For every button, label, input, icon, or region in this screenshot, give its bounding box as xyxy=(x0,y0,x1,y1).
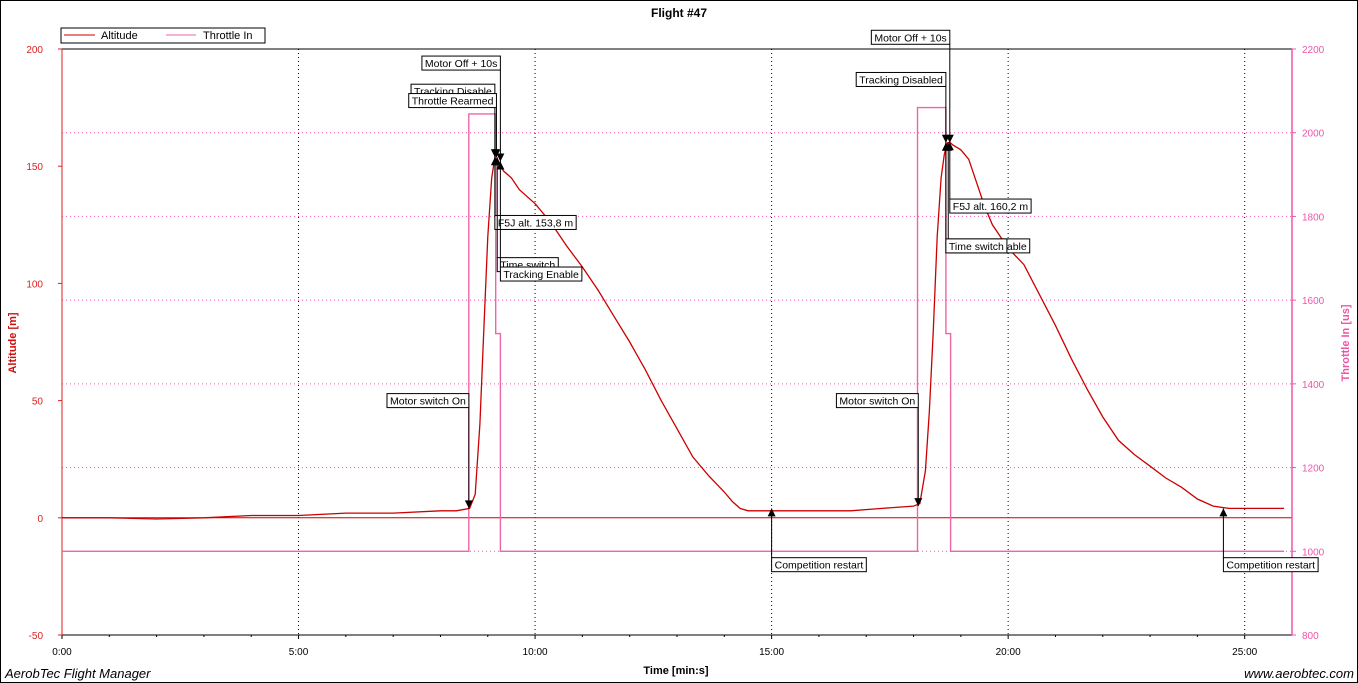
annotation-label: Tracking Disabled xyxy=(859,74,943,86)
annotation-label: Throttle Rearmed xyxy=(412,96,494,108)
y-right-tick-label: 800 xyxy=(1302,631,1319,642)
annotation: Motor switch On xyxy=(835,393,923,507)
y-axis-left-label: Altitude [m] xyxy=(7,312,19,373)
y-left-tick-label: 200 xyxy=(26,45,43,56)
annotation: Motor Off + 10s xyxy=(870,29,954,143)
annotation-arrow xyxy=(945,134,954,143)
annotation-box xyxy=(494,214,577,230)
annotation-box xyxy=(870,29,951,45)
annotation-label: Motor switch On xyxy=(390,396,466,408)
annotation: Competition restart xyxy=(1219,508,1319,573)
annotation-box xyxy=(386,393,470,409)
x-tick-label: 20:00 xyxy=(996,647,1021,658)
y-right-tick-label: 2200 xyxy=(1302,45,1325,56)
annotation-label: Competition restart xyxy=(775,560,864,572)
altitude-series-line xyxy=(62,141,1285,520)
annotation-box xyxy=(949,198,1032,214)
annotation-arrow xyxy=(492,149,501,158)
annotation-box xyxy=(945,238,1008,254)
annotation-arrow xyxy=(1219,508,1228,517)
annotation-label: Motor switch On xyxy=(839,396,915,408)
y-left-tick-label: 0 xyxy=(37,514,43,525)
y-right-tick-label: 1800 xyxy=(1302,212,1325,223)
x-tick-label: 10:00 xyxy=(523,647,548,658)
annotation-label: F5J alt. 153,8 m xyxy=(498,217,574,229)
legend-throttle-label: Throttle In xyxy=(203,30,253,42)
annotation: Throttle Rearmed xyxy=(408,93,501,158)
annotation-label: Motor Off + 10s xyxy=(425,58,497,70)
annotation: Motor switch On xyxy=(386,393,473,509)
series-layer xyxy=(62,106,1285,552)
annotation-box xyxy=(1222,557,1319,573)
annotation-arrow xyxy=(767,508,776,517)
legend-altitude-label: Altitude xyxy=(101,30,138,42)
y-right-tick-label: 2000 xyxy=(1302,129,1325,140)
legend: Altitude Throttle In xyxy=(60,27,266,44)
annotation: F5J alt. 153,8 m xyxy=(490,157,577,230)
y-right-tick-label: 1600 xyxy=(1302,296,1325,307)
annotation-arrow xyxy=(496,161,505,170)
x-tick-label: 5:00 xyxy=(289,647,309,658)
annotation-arrow xyxy=(493,157,502,166)
annotation-box xyxy=(499,266,583,282)
chart-title: Flight #47 xyxy=(651,6,707,20)
y-left-tick-label: 50 xyxy=(32,397,44,408)
annotation: Tracking Enable xyxy=(496,161,583,282)
y-right-tick-label: 1000 xyxy=(1302,547,1325,558)
y-axis-right-label: Throttle In [us] xyxy=(1340,304,1352,381)
y-left-tick-label: 150 xyxy=(26,162,43,173)
y-right-tick-label: 1200 xyxy=(1302,464,1325,475)
annotation: F5J alt. 160,2 m xyxy=(945,142,1032,214)
footer-app-name: AerobTec Flight Manager xyxy=(4,666,151,681)
annotation-label: Tracking Enable xyxy=(503,269,579,281)
annotation-box xyxy=(855,71,947,87)
footer-website: www.aerobtec.com xyxy=(1244,666,1354,681)
annotation: Competition restart xyxy=(767,508,867,573)
annotation-arrow xyxy=(914,498,923,507)
x-tick-label: 15:00 xyxy=(759,647,784,658)
annotation-box xyxy=(771,557,867,573)
y-right-tick-label: 1400 xyxy=(1302,380,1325,391)
annotation-label: F5J alt. 160,2 m xyxy=(953,201,1029,213)
annotation-arrow xyxy=(941,142,950,151)
annotation: Tracking Disabled xyxy=(855,71,950,143)
x-tick-label: 0:00 xyxy=(52,647,72,658)
annotation: Time switch xyxy=(941,142,1008,254)
annotation-label: Time switch xyxy=(949,241,1004,253)
throttle-series-line xyxy=(62,106,1285,552)
annotation-box xyxy=(835,393,919,409)
y-left-tick-label: -50 xyxy=(29,631,44,642)
annotation-arrow xyxy=(464,500,473,509)
x-tick-label: 25:00 xyxy=(1232,647,1257,658)
axes: 0:00 5:00 10:00 15:00 20:00 25:00 200 150 100 50 0… xyxy=(26,45,1324,658)
x-axis-label: Time [min:s] xyxy=(643,665,709,677)
annotation-box xyxy=(421,55,501,71)
annotation-label: Competition restart xyxy=(1226,560,1315,572)
annotation-arrow xyxy=(496,153,505,162)
annotation: Motor Off + 10s xyxy=(421,55,505,162)
y-left-tick-label: 100 xyxy=(26,279,43,290)
legend-box xyxy=(60,27,266,44)
annotation-label: Motor Off + 10s xyxy=(874,32,946,44)
annotation-box xyxy=(408,93,497,109)
